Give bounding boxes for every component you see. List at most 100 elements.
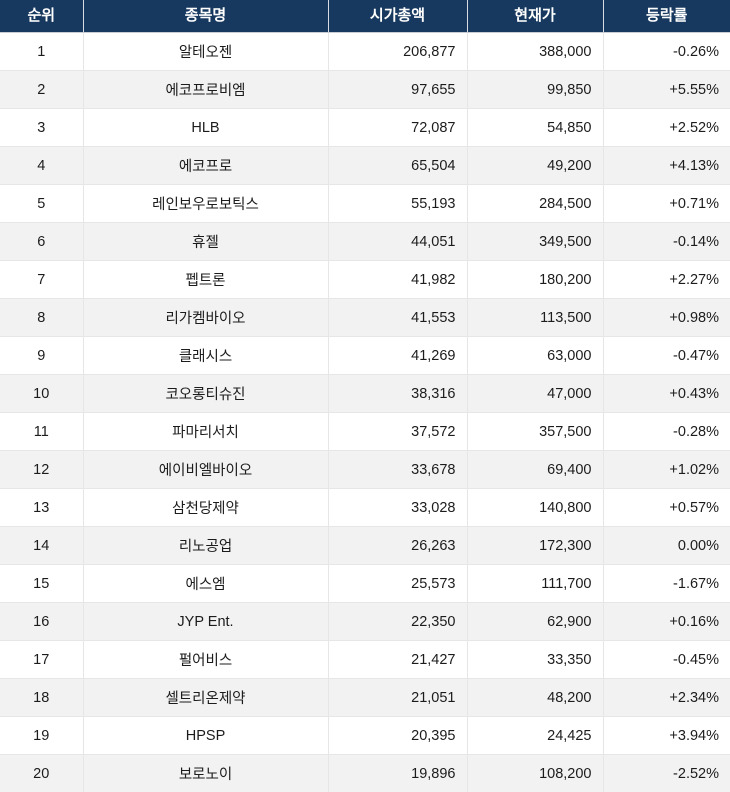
cell-market-cap: 72,087 bbox=[328, 109, 467, 147]
cell-current-price: 284,500 bbox=[467, 185, 603, 223]
cell-rank: 6 bbox=[0, 223, 83, 261]
column-header-current-price[interactable]: 현재가 bbox=[467, 0, 603, 33]
cell-change-rate: -0.45% bbox=[603, 641, 730, 679]
cell-stock-name[interactable]: 리노공업 bbox=[83, 527, 328, 565]
cell-rank: 9 bbox=[0, 337, 83, 375]
table-header: 순위 종목명 시가총액 현재가 등락률 bbox=[0, 0, 730, 33]
cell-stock-name[interactable]: 레인보우로보틱스 bbox=[83, 185, 328, 223]
cell-rank: 19 bbox=[0, 717, 83, 755]
column-header-change-rate[interactable]: 등락률 bbox=[603, 0, 730, 33]
cell-change-rate: +0.16% bbox=[603, 603, 730, 641]
cell-market-cap: 44,051 bbox=[328, 223, 467, 261]
cell-change-rate: +0.43% bbox=[603, 375, 730, 413]
cell-change-rate: +0.57% bbox=[603, 489, 730, 527]
cell-rank: 10 bbox=[0, 375, 83, 413]
cell-change-rate: -2.52% bbox=[603, 755, 730, 792]
cell-current-price: 180,200 bbox=[467, 261, 603, 299]
cell-rank: 12 bbox=[0, 451, 83, 489]
cell-stock-name[interactable]: 알테오젠 bbox=[83, 33, 328, 71]
cell-stock-name[interactable]: 클래시스 bbox=[83, 337, 328, 375]
cell-rank: 13 bbox=[0, 489, 83, 527]
cell-market-cap: 20,395 bbox=[328, 717, 467, 755]
cell-rank: 15 bbox=[0, 565, 83, 603]
cell-current-price: 388,000 bbox=[467, 33, 603, 71]
cell-rank: 7 bbox=[0, 261, 83, 299]
column-header-market-cap[interactable]: 시가총액 bbox=[328, 0, 467, 33]
cell-change-rate: +2.27% bbox=[603, 261, 730, 299]
cell-rank: 4 bbox=[0, 147, 83, 185]
cell-stock-name[interactable]: 삼천당제약 bbox=[83, 489, 328, 527]
cell-market-cap: 206,877 bbox=[328, 33, 467, 71]
cell-rank: 20 bbox=[0, 755, 83, 792]
cell-current-price: 140,800 bbox=[467, 489, 603, 527]
cell-current-price: 99,850 bbox=[467, 71, 603, 109]
cell-stock-name[interactable]: 에스엠 bbox=[83, 565, 328, 603]
cell-rank: 14 bbox=[0, 527, 83, 565]
cell-current-price: 63,000 bbox=[467, 337, 603, 375]
cell-stock-name[interactable]: 파마리서치 bbox=[83, 413, 328, 451]
cell-change-rate: +5.55% bbox=[603, 71, 730, 109]
cell-stock-name[interactable]: 리가켐바이오 bbox=[83, 299, 328, 337]
cell-change-rate: -0.14% bbox=[603, 223, 730, 261]
cell-market-cap: 25,573 bbox=[328, 565, 467, 603]
cell-stock-name[interactable]: HPSP bbox=[83, 717, 328, 755]
cell-market-cap: 37,572 bbox=[328, 413, 467, 451]
cell-market-cap: 55,193 bbox=[328, 185, 467, 223]
cell-stock-name[interactable]: 펩트론 bbox=[83, 261, 328, 299]
cell-rank: 3 bbox=[0, 109, 83, 147]
cell-current-price: 349,500 bbox=[467, 223, 603, 261]
cell-market-cap: 19,896 bbox=[328, 755, 467, 792]
cell-market-cap: 21,051 bbox=[328, 679, 467, 717]
cell-market-cap: 41,982 bbox=[328, 261, 467, 299]
cell-market-cap: 33,028 bbox=[328, 489, 467, 527]
cell-stock-name[interactable]: 휴젤 bbox=[83, 223, 328, 261]
cell-change-rate: +2.52% bbox=[603, 109, 730, 147]
cell-current-price: 33,350 bbox=[467, 641, 603, 679]
cell-stock-name[interactable]: JYP Ent. bbox=[83, 603, 328, 641]
column-header-rank[interactable]: 순위 bbox=[0, 0, 83, 33]
cell-stock-name[interactable]: 펄어비스 bbox=[83, 641, 328, 679]
cell-market-cap: 41,553 bbox=[328, 299, 467, 337]
cell-change-rate: -1.67% bbox=[603, 565, 730, 603]
cell-change-rate: +3.94% bbox=[603, 717, 730, 755]
cell-stock-name[interactable]: 코오롱티슈진 bbox=[83, 375, 328, 413]
cell-stock-name[interactable]: 에코프로비엠 bbox=[83, 71, 328, 109]
cell-market-cap: 65,504 bbox=[328, 147, 467, 185]
cell-change-rate: +1.02% bbox=[603, 451, 730, 489]
cell-rank: 8 bbox=[0, 299, 83, 337]
cell-change-rate: -0.26% bbox=[603, 33, 730, 71]
cell-current-price: 172,300 bbox=[467, 527, 603, 565]
cell-stock-name[interactable]: 에이비엘바이오 bbox=[83, 451, 328, 489]
cell-stock-name[interactable]: HLB bbox=[83, 109, 328, 147]
cell-stock-name[interactable]: 셀트리온제약 bbox=[83, 679, 328, 717]
cell-change-rate: -0.47% bbox=[603, 337, 730, 375]
cell-stock-name[interactable]: 보로노이 bbox=[83, 755, 328, 792]
cell-market-cap: 22,350 bbox=[328, 603, 467, 641]
cell-current-price: 24,425 bbox=[467, 717, 603, 755]
column-header-name[interactable]: 종목명 bbox=[83, 0, 328, 33]
cell-stock-name[interactable]: 에코프로 bbox=[83, 147, 328, 185]
cell-change-rate: +0.98% bbox=[603, 299, 730, 337]
cell-rank: 11 bbox=[0, 413, 83, 451]
